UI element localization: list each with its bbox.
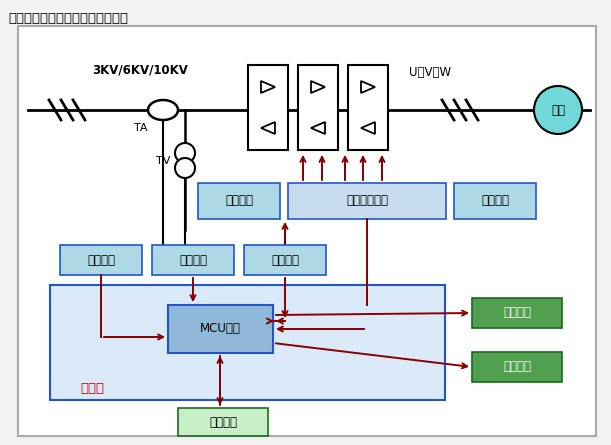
Text: 电压测量: 电压测量 [271, 254, 299, 267]
Circle shape [534, 86, 582, 134]
Text: 均压电路: 均压电路 [225, 194, 253, 207]
Bar [248, 65, 288, 150]
Polygon shape [361, 81, 375, 93]
Text: 远程通讯: 远程通讯 [503, 360, 531, 373]
Bar [50, 285, 445, 400]
Bar [244, 245, 326, 275]
Bar [152, 245, 234, 275]
Bar [168, 305, 273, 353]
Text: MCU控制: MCU控制 [200, 323, 241, 336]
Text: 电流测量: 电流测量 [87, 254, 115, 267]
Polygon shape [261, 81, 275, 93]
Text: 3KV/6KV/10KV: 3KV/6KV/10KV [92, 64, 188, 77]
Ellipse shape [148, 100, 178, 120]
Text: 开入开出: 开入开出 [503, 307, 531, 320]
Bar [298, 65, 338, 150]
Text: U、V、W: U、V、W [409, 65, 451, 78]
Text: 控制器: 控制器 [80, 381, 104, 395]
Polygon shape [311, 122, 325, 134]
Bar [348, 65, 388, 150]
Bar [454, 183, 536, 219]
Bar [472, 298, 562, 328]
Bar [60, 245, 142, 275]
Polygon shape [311, 81, 325, 93]
Polygon shape [261, 122, 275, 134]
Text: 阻容电路: 阻容电路 [481, 194, 509, 207]
Text: 显示面板: 显示面板 [209, 416, 237, 429]
Circle shape [175, 158, 195, 178]
Text: 光纤隔离驱动: 光纤隔离驱动 [346, 194, 388, 207]
Circle shape [175, 143, 195, 163]
Text: 高压固态软启动柜的工作原理是：: 高压固态软启动柜的工作原理是： [8, 12, 128, 25]
Polygon shape [361, 122, 375, 134]
Text: 同步检测: 同步检测 [179, 254, 207, 267]
Text: TV: TV [156, 155, 170, 166]
Bar [288, 183, 446, 219]
Bar [178, 408, 268, 436]
Text: TA: TA [134, 123, 148, 133]
Text: 电机: 电机 [551, 104, 565, 117]
Bar [198, 183, 280, 219]
Bar [472, 352, 562, 382]
